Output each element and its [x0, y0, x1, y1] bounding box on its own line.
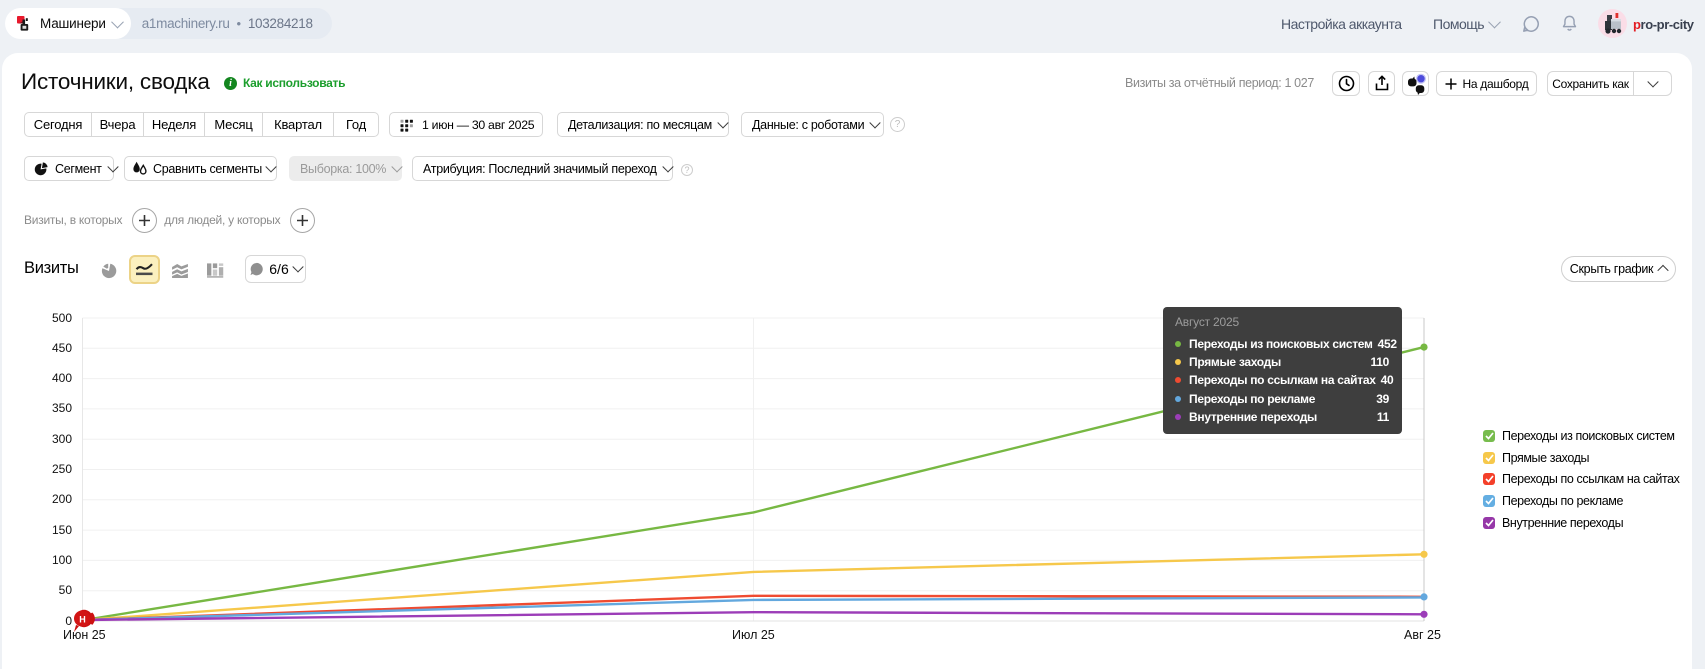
svg-text:Н: Н [79, 614, 86, 624]
